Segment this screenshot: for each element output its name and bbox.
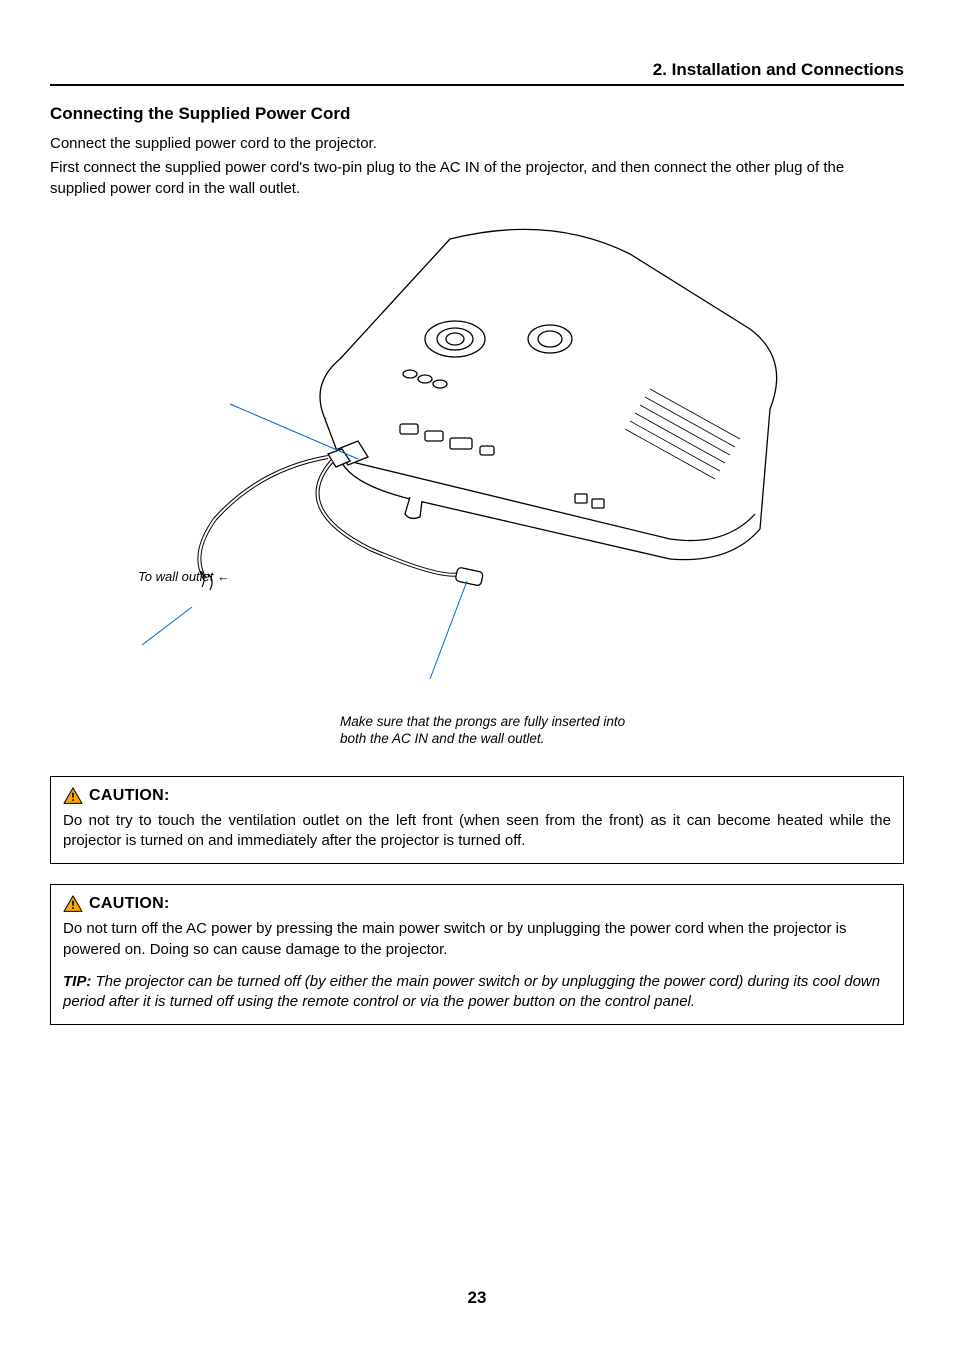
tip-block: TIP: The projector can be turned off (by… <box>63 972 891 1013</box>
caution-header-1: CAUTION: <box>63 787 891 805</box>
caption-line-2: both the AC IN and the wall outlet. <box>340 730 904 748</box>
caution-header-2: CAUTION: <box>63 895 891 913</box>
tip-label: TIP: <box>63 973 91 990</box>
caution-label-1: CAUTION: <box>89 787 170 805</box>
caution-label-2: CAUTION: <box>89 895 170 913</box>
tip-text: The projector can be turned off (by eith… <box>63 973 880 1010</box>
wall-outlet-label: To wall outlet ← <box>138 569 230 584</box>
projector-diagram <box>110 209 830 709</box>
page-container: 2. Installation and Connections Connecti… <box>0 0 954 1085</box>
caution-text-1: Do not try to touch the ventilation outl… <box>63 811 891 852</box>
caption-line-1: Make sure that the prongs are fully inse… <box>340 713 904 731</box>
warning-icon <box>63 787 83 805</box>
diagram-area: To wall outlet ← <box>50 209 904 709</box>
intro-line-2: First connect the supplied power cord's … <box>50 158 904 199</box>
page-number: 23 <box>0 1288 954 1308</box>
caution-box-2: CAUTION: Do not turn off the AC power by… <box>50 884 904 1025</box>
header-rule: 2. Installation and Connections <box>50 60 904 86</box>
header-section-title: 2. Installation and Connections <box>50 60 904 80</box>
intro-line-1: Connect the supplied power cord to the p… <box>50 134 904 154</box>
warning-icon <box>63 895 83 913</box>
caution-box-1: CAUTION: Do not try to touch the ventila… <box>50 776 904 865</box>
caution-text-2: Do not turn off the AC power by pressing… <box>63 919 891 960</box>
section-title: Connecting the Supplied Power Cord <box>50 104 904 124</box>
diagram-caption: Make sure that the prongs are fully inse… <box>340 713 904 748</box>
